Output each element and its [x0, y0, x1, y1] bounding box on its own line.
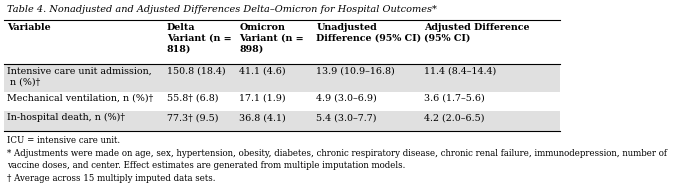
Text: 150.8 (18.4): 150.8 (18.4) — [167, 66, 226, 75]
Text: 17.1 (1.9): 17.1 (1.9) — [239, 94, 286, 103]
Text: 55.8† (6.8): 55.8† (6.8) — [167, 94, 218, 103]
Text: Variable: Variable — [7, 23, 51, 32]
Text: Table 4. Nonadjusted and Adjusted Differences Delta–Omicron for Hospital Outcome: Table 4. Nonadjusted and Adjusted Differ… — [7, 5, 437, 14]
Text: Mechanical ventilation, n (%)†: Mechanical ventilation, n (%)† — [7, 94, 153, 103]
Text: 5.4 (3.0–7.7): 5.4 (3.0–7.7) — [316, 113, 376, 122]
Text: vaccine doses, and center. Effect estimates are generated from multiple imputati: vaccine doses, and center. Effect estima… — [7, 161, 406, 171]
Text: Adjusted Difference
(95% CI): Adjusted Difference (95% CI) — [424, 23, 530, 43]
Text: 36.8 (4.1): 36.8 (4.1) — [239, 113, 286, 122]
Bar — [4, 111, 561, 130]
Text: In-hospital death, n (%)†: In-hospital death, n (%)† — [7, 113, 125, 122]
Text: 4.9 (3.0–6.9): 4.9 (3.0–6.9) — [316, 94, 377, 103]
Text: † Average across 15 multiply imputed data sets.: † Average across 15 multiply imputed dat… — [7, 174, 215, 183]
Text: Omicron
Variant (n =
898): Omicron Variant (n = 898) — [239, 23, 304, 53]
Text: ICU = intensive care unit.: ICU = intensive care unit. — [7, 136, 120, 145]
Text: 41.1 (4.6): 41.1 (4.6) — [239, 66, 286, 75]
Text: 13.9 (10.9–16.8): 13.9 (10.9–16.8) — [316, 66, 395, 75]
Text: Intensive care unit admission,
 n (%)†: Intensive care unit admission, n (%)† — [7, 66, 152, 86]
Text: Delta
Variant (n =
818): Delta Variant (n = 818) — [167, 23, 231, 53]
Text: 11.4 (8.4–14.4): 11.4 (8.4–14.4) — [424, 66, 497, 75]
Text: 4.2 (2.0–6.5): 4.2 (2.0–6.5) — [424, 113, 485, 122]
Text: * Adjustments were made on age, sex, hypertension, obesity, diabetes, chronic re: * Adjustments were made on age, sex, hyp… — [7, 149, 667, 158]
Text: 3.6 (1.7–5.6): 3.6 (1.7–5.6) — [424, 94, 485, 103]
Text: 77.3† (9.5): 77.3† (9.5) — [167, 113, 218, 122]
Text: Unadjusted
Difference (95% CI): Unadjusted Difference (95% CI) — [316, 23, 421, 43]
Bar — [4, 64, 561, 92]
